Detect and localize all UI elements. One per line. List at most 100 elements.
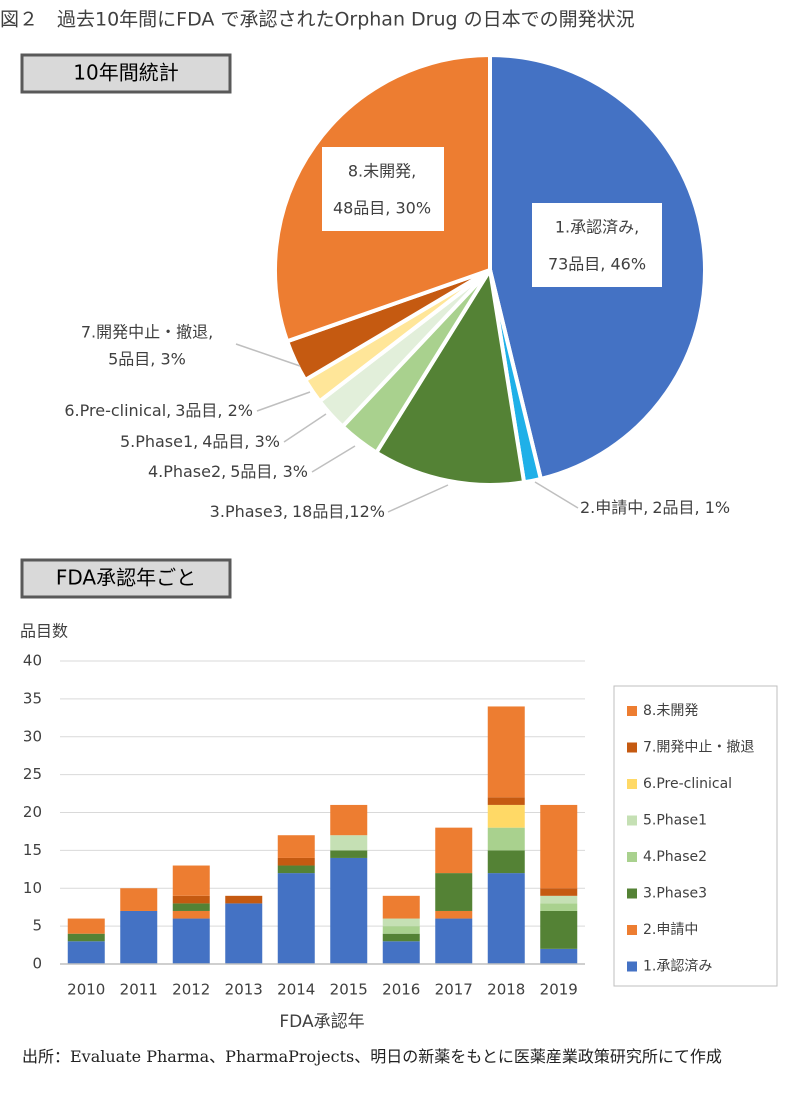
bar-segment xyxy=(382,918,420,927)
bar-segment xyxy=(330,850,368,858)
bar-segment xyxy=(540,903,578,911)
bar-segment xyxy=(382,941,420,964)
leader-line xyxy=(387,484,449,513)
x-tick-label: 2016 xyxy=(382,981,420,999)
leader-line xyxy=(283,413,327,443)
bar-segment xyxy=(382,933,420,942)
bar-segment xyxy=(120,888,158,911)
bar-segment xyxy=(277,865,315,874)
bar-segment xyxy=(487,797,525,805)
bar-segment xyxy=(487,804,525,828)
bar-segment xyxy=(487,827,525,851)
bar-segment xyxy=(67,918,105,934)
pie-value-label: 3品目, 2% xyxy=(175,401,253,420)
bar-segment xyxy=(382,895,420,919)
y-tick-label: 25 xyxy=(23,765,42,783)
pie-value-label: 73品目, 46% xyxy=(548,255,646,274)
legend-label: 1.承認済み xyxy=(643,959,712,975)
y-tick-label: 10 xyxy=(23,879,42,897)
bar-segment xyxy=(225,903,263,964)
bar-segment xyxy=(172,918,210,964)
leader-line xyxy=(235,343,301,367)
pie-label: 6.Pre-clinical, 3品目, 2% xyxy=(64,401,253,420)
bar-segment xyxy=(487,873,525,964)
legend-label: 6.Pre-clinical xyxy=(643,776,732,792)
bar-segment xyxy=(435,918,473,964)
y-axis-title: 品目数 xyxy=(20,622,68,641)
pie-value-label: 2品目, 1% xyxy=(652,498,730,517)
x-tick-label: 2019 xyxy=(540,981,578,999)
pie-label: 3.Phase3, 18品目,12% xyxy=(210,502,385,521)
pie-slice xyxy=(373,264,527,487)
figure-title: 図２ 過去10年間にFDA で承認されたOrphan Drug の日本での開発状… xyxy=(0,9,635,31)
pie-label: 1.承認済み, xyxy=(555,218,639,237)
x-tick-label: 2010 xyxy=(67,981,105,999)
pie-label: 5.Phase1, 4品目, 3% xyxy=(120,432,280,451)
bar-segment xyxy=(435,873,473,911)
legend-swatch xyxy=(627,779,637,789)
legend-label: 8.未開発 xyxy=(643,703,698,719)
leader-line xyxy=(256,391,311,412)
x-tick-label: 2018 xyxy=(487,981,525,999)
section-title: FDA承認年ごと xyxy=(56,566,196,590)
pie-category: 6.Pre-clinical, xyxy=(64,401,171,420)
bar-segment xyxy=(67,933,105,942)
y-tick-label: 0 xyxy=(32,955,42,973)
bar-segment xyxy=(67,941,105,964)
legend-swatch xyxy=(627,961,637,972)
pie-category: 4.Phase2, xyxy=(148,462,226,481)
legend-swatch xyxy=(627,888,637,899)
bar-segment xyxy=(540,910,578,949)
x-axis-title: FDA承認年 xyxy=(279,1012,364,1032)
x-tick-label: 2013 xyxy=(225,981,263,999)
bar-segment xyxy=(540,888,578,896)
source-note: 出所：Evaluate Pharma、PharmaProjects、明日の新薬を… xyxy=(22,1047,722,1066)
x-tick-label: 2017 xyxy=(435,981,473,999)
label-box xyxy=(532,203,662,287)
leader-line xyxy=(534,481,579,509)
legend-label: 3.Phase3 xyxy=(643,886,707,902)
y-tick-label: 30 xyxy=(23,727,42,745)
bar-segment xyxy=(277,857,315,866)
pie-value-label: 5品目, 3% xyxy=(230,462,308,481)
pie-category: 2.申請中, xyxy=(580,498,648,517)
pie-value-label: 18品目,12% xyxy=(292,502,385,521)
pie-category: 5.Phase1, xyxy=(120,432,198,451)
leader-line xyxy=(311,445,356,473)
x-tick-label: 2012 xyxy=(172,981,210,999)
bar-segment xyxy=(487,850,525,874)
pie-category: 3.Phase3, xyxy=(210,502,288,521)
bar-segment xyxy=(277,835,315,858)
legend-swatch xyxy=(627,925,637,935)
legend-label: 2.申請中 xyxy=(643,922,698,938)
bar-segment xyxy=(172,865,210,896)
bar-segment xyxy=(487,706,525,798)
y-tick-label: 40 xyxy=(23,652,42,670)
label-box xyxy=(322,147,444,231)
bar-segment xyxy=(330,804,368,836)
legend-box xyxy=(613,685,778,987)
bar-segment xyxy=(330,835,368,851)
section-title: 10年間統計 xyxy=(73,61,178,85)
bar-segment xyxy=(277,873,315,964)
section-box xyxy=(20,53,232,94)
pie-value-label: 48品目, 30% xyxy=(333,199,431,218)
bar-segment xyxy=(382,926,420,934)
pie-label: 8.未開発, xyxy=(348,162,416,181)
pie-label: 7.開発中止・撤退, xyxy=(81,323,213,342)
legend-swatch xyxy=(627,852,637,862)
bar-segment xyxy=(172,895,210,904)
pie-label: 2.申請中, 2品目, 1% xyxy=(580,498,730,517)
bar-segment xyxy=(120,910,158,964)
bar-segment xyxy=(540,804,578,889)
bar-segment xyxy=(172,910,210,919)
bar-segment xyxy=(330,857,368,964)
legend-swatch xyxy=(627,815,637,826)
y-tick-label: 20 xyxy=(23,803,42,821)
bar-segment xyxy=(225,895,263,904)
pie-label: 4.Phase2, 5品目, 3% xyxy=(148,462,308,481)
section-box xyxy=(20,558,232,599)
y-tick-label: 5 xyxy=(32,917,42,935)
